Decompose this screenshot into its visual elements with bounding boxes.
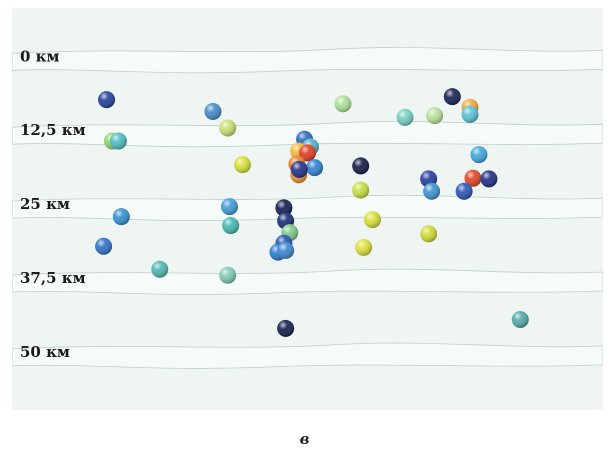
sphere-shading <box>109 132 127 150</box>
hypocenter-point <box>204 102 222 120</box>
sphere-shading <box>299 144 316 162</box>
hypocenter-point <box>233 156 251 174</box>
sphere-shading <box>112 208 130 226</box>
hypocenter-point <box>290 160 308 178</box>
sphere-shading <box>396 108 414 126</box>
sphere-shading <box>426 107 444 125</box>
depth-tick-label: 25 км <box>20 195 70 213</box>
sphere-shading <box>151 260 169 278</box>
sphere-shading <box>277 319 295 337</box>
plot-canvas: 0 км 12,5 км 25 км 37,5 км 50 км <box>11 47 604 369</box>
hypocenter-point <box>461 105 479 123</box>
sphere-shading <box>290 160 308 178</box>
sphere-shading <box>204 102 222 120</box>
depth-tick-label: 37,5 км <box>20 269 86 287</box>
sphere-shading <box>420 225 438 243</box>
depth-tick-label: 0 км <box>20 47 60 65</box>
sphere-shading <box>364 211 382 229</box>
hypocenter-point <box>219 119 237 137</box>
sphere-shading <box>222 217 240 235</box>
depth-tick-label: 50 км <box>20 343 70 361</box>
hypocenter-point <box>511 311 529 329</box>
seismicity-depth-plot: 0 км 12,5 км 25 км 37,5 км 50 км <box>11 8 604 410</box>
hypocenter-point <box>443 88 461 106</box>
hypocenter-point <box>352 157 370 175</box>
fault-band-4 <box>11 342 604 369</box>
hypocenter-point <box>109 132 127 150</box>
fault-band-0 <box>11 47 604 74</box>
hypocenter-point <box>277 241 295 259</box>
hypocenter-point <box>455 182 473 200</box>
hypocenter-point <box>306 159 324 177</box>
hypocenter-point <box>470 146 488 164</box>
sphere-shading <box>277 241 295 259</box>
sphere-shading <box>275 199 293 217</box>
hypocenter-point <box>220 198 238 216</box>
hypocenter-point <box>275 199 293 217</box>
sphere-shading <box>423 182 441 200</box>
sphere-shading <box>220 198 238 216</box>
hypocenter-point <box>396 108 414 126</box>
sphere-shading <box>352 181 370 199</box>
sphere-shading <box>480 170 498 188</box>
sphere-shading <box>461 105 479 123</box>
sphere-shading <box>352 157 370 175</box>
hypocenter-point <box>112 208 130 226</box>
sphere-shading <box>455 182 473 200</box>
panel-letter: в <box>299 430 310 448</box>
fault-band-3 <box>11 268 604 295</box>
fault-band-2 <box>11 194 604 222</box>
sphere-shading <box>233 156 251 174</box>
sphere-shading <box>219 266 237 284</box>
hypocenter-point <box>480 170 498 188</box>
hypocenter-point <box>219 266 237 284</box>
hypocenter-point <box>277 319 295 337</box>
hypocenter-point <box>299 144 316 162</box>
hypocenter-point <box>423 182 441 200</box>
hypocenter-point <box>420 225 438 243</box>
sphere-shading <box>98 91 116 109</box>
sphere-shading <box>306 159 324 177</box>
depth-tick-label: 12,5 км <box>20 121 86 139</box>
sphere-shading <box>334 95 352 113</box>
hypocenter-point <box>222 217 240 235</box>
hypocenter-point <box>364 211 382 229</box>
hypocenter-points <box>95 88 529 337</box>
hypocenter-point <box>355 238 373 256</box>
sphere-shading <box>219 119 237 137</box>
sphere-shading <box>464 169 482 187</box>
hypocenter-point <box>95 237 113 255</box>
sphere-shading <box>355 238 373 256</box>
hypocenter-point <box>426 107 444 125</box>
hypocenter-point <box>352 181 370 199</box>
hypocenter-point <box>98 91 116 109</box>
hypocenter-point <box>334 95 352 113</box>
hypocenter-point <box>464 169 482 187</box>
hypocenter-point <box>151 260 169 278</box>
sphere-shading <box>511 311 529 329</box>
sphere-shading <box>443 88 461 106</box>
sphere-shading <box>470 146 488 164</box>
sphere-shading <box>95 237 113 255</box>
depth-axis-labels: 0 км 12,5 км 25 км 37,5 км 50 км <box>20 47 86 361</box>
